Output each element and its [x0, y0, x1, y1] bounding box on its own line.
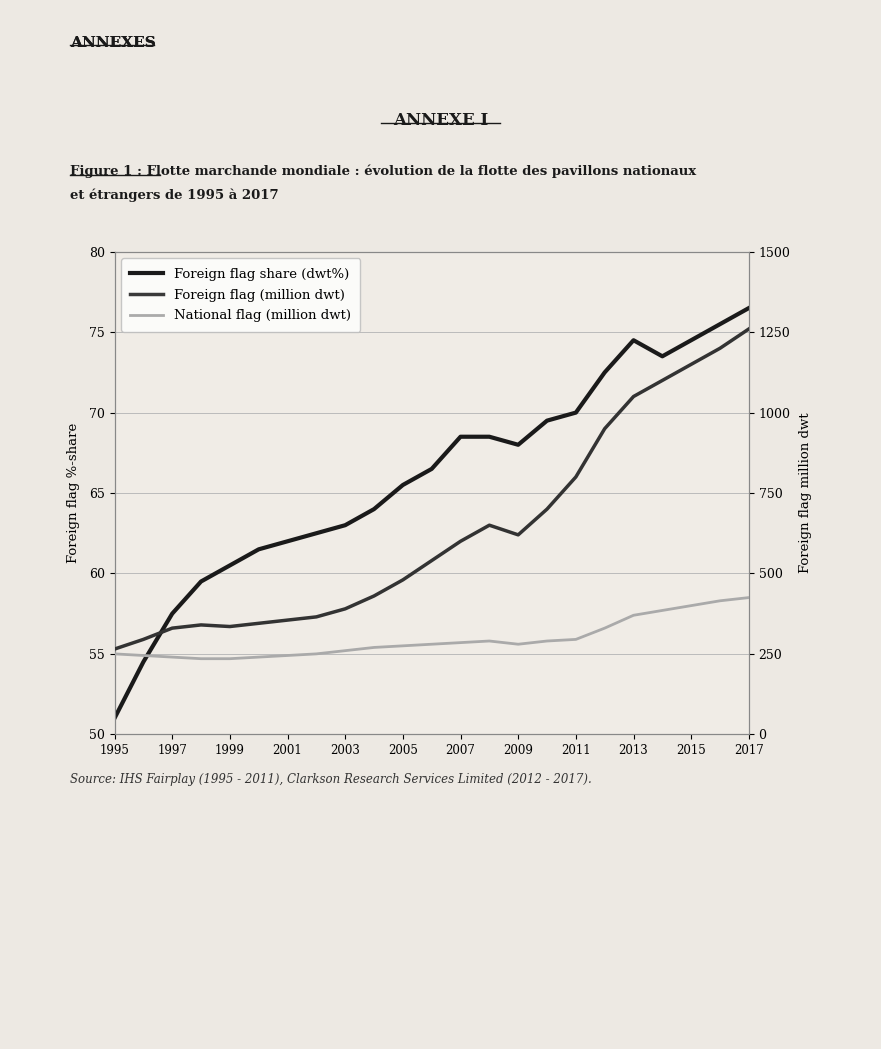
- Text: ANNEXE I: ANNEXE I: [393, 112, 488, 129]
- Y-axis label: Foreign flag million dwt: Foreign flag million dwt: [799, 412, 812, 574]
- Text: ANNEXES: ANNEXES: [70, 36, 156, 49]
- Text: et étrangers de 1995 à 2017: et étrangers de 1995 à 2017: [70, 189, 279, 202]
- Legend: Foreign flag share (dwt%), Foreign flag (million dwt), National flag (million dw: Foreign flag share (dwt%), Foreign flag …: [121, 258, 360, 331]
- Text: Source: IHS Fairplay (1995 - 2011), Clarkson Research Services Limited (2012 - 2: Source: IHS Fairplay (1995 - 2011), Clar…: [70, 773, 592, 786]
- Y-axis label: Foreign flag %-share: Foreign flag %-share: [68, 423, 80, 563]
- Text: ANNEXES: ANNEXES: [70, 36, 156, 49]
- Text: Figure 1 : Flotte marchande mondiale : évolution de la flotte des pavillons nati: Figure 1 : Flotte marchande mondiale : é…: [70, 165, 697, 178]
